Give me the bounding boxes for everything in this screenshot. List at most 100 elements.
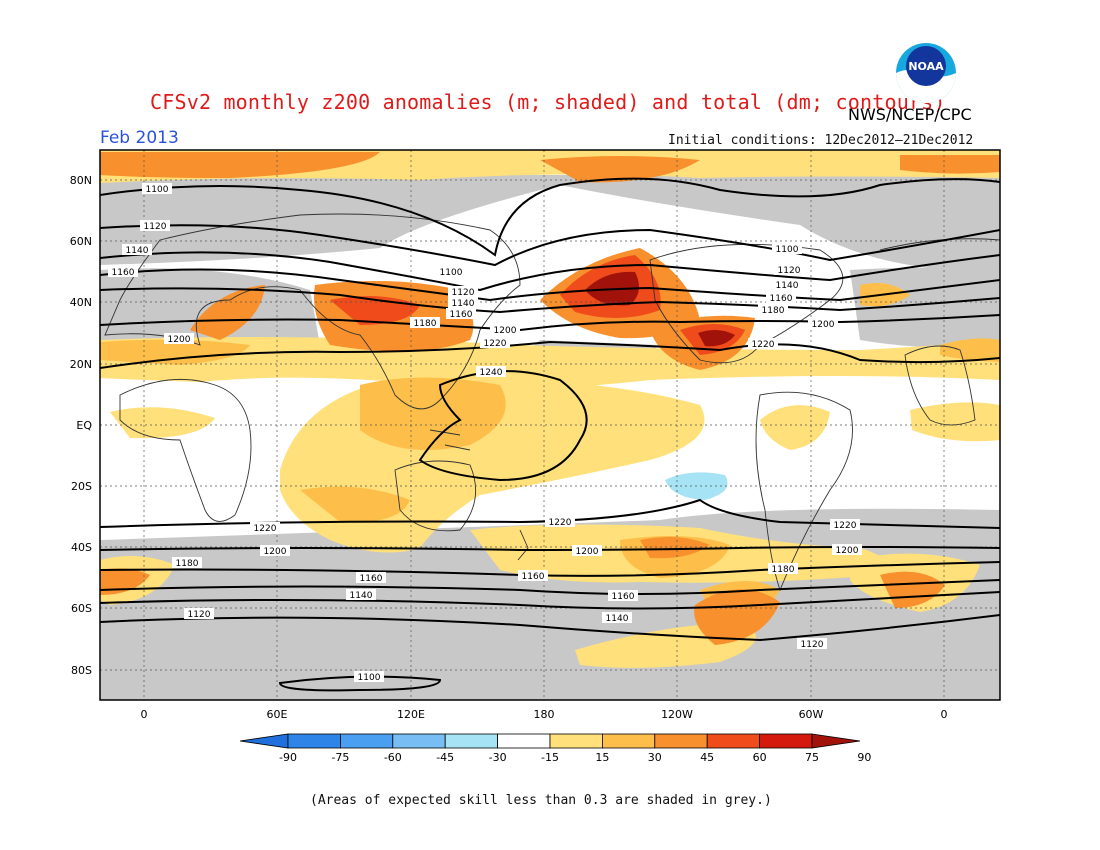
svg-text:1180: 1180 <box>414 319 437 329</box>
svg-text:1200: 1200 <box>836 546 859 556</box>
colorbar-label: 60 <box>753 751 767 764</box>
svg-text:1160: 1160 <box>360 574 383 584</box>
svg-text:1240: 1240 <box>480 368 503 378</box>
lat-tick: 60N <box>70 235 92 248</box>
lat-tick: 80S <box>71 664 92 677</box>
contour-label: 1180 <box>758 304 788 316</box>
contour-label: 1100 <box>436 266 466 278</box>
contour-label: 1200 <box>832 544 862 556</box>
svg-text:1180: 1180 <box>772 565 795 575</box>
contour-label: 1160 <box>446 308 476 320</box>
svg-text:1120: 1120 <box>188 610 211 620</box>
anomaly-shading: 1100 1120 1140 1160 1180 1200 1220 1240 … <box>100 150 1000 700</box>
contour-label: 1100 <box>354 671 384 683</box>
svg-text:1100: 1100 <box>440 268 463 278</box>
colorbar-labels: -90 -75 -60 -45 -30 -15 15 30 45 60 75 90 <box>279 751 871 764</box>
svg-text:1100: 1100 <box>146 185 169 195</box>
colorbar-cell <box>339 733 394 749</box>
footnote: (Areas of expected skill less than 0.3 a… <box>310 793 772 808</box>
colorbar-cell <box>287 733 341 749</box>
gridlines <box>100 150 1000 700</box>
colorbar-label: -90 <box>279 751 297 764</box>
colorbar-cell <box>549 733 603 749</box>
contour-label: 1200 <box>808 318 838 330</box>
lat-tick: 20N <box>70 358 92 371</box>
colorbar-label: -45 <box>436 751 454 764</box>
contour-label: 1220 <box>250 522 280 534</box>
svg-text:1160: 1160 <box>612 592 635 602</box>
map-frame <box>99 149 1001 701</box>
contour-label: 1160 <box>766 292 796 304</box>
svg-text:1200: 1200 <box>264 547 287 557</box>
contour-labels: 1100 1120 1140 1160 1180 1200 1220 1240 … <box>108 183 862 683</box>
contour-label: 1140 <box>122 244 152 256</box>
colorbar-label: -60 <box>384 751 402 764</box>
contour-label: 1160 <box>356 572 386 584</box>
contour-label: 1200 <box>572 545 602 557</box>
svg-text:1220: 1220 <box>254 524 277 534</box>
lat-tick: 40S <box>71 541 92 554</box>
lon-tick: 120E <box>397 708 425 721</box>
contour-label: 1140 <box>346 589 376 601</box>
svg-text:1220: 1220 <box>549 518 572 528</box>
svg-text:1140: 1140 <box>606 614 629 624</box>
colorbar-cell <box>392 733 446 749</box>
colorbar-label: -30 <box>489 751 507 764</box>
colorbar-label: 45 <box>700 751 714 764</box>
lon-tick: 0 <box>141 708 148 721</box>
contour-label: 1160 <box>608 590 638 602</box>
lat-tick: EQ <box>76 419 92 432</box>
colorbar-label: -75 <box>331 751 349 764</box>
svg-text:1120: 1120 <box>801 640 824 650</box>
svg-text:1160: 1160 <box>770 294 793 304</box>
contour-label: 1100 <box>772 243 802 255</box>
colorbar-label: 90 <box>857 751 871 764</box>
colorbar-cell <box>239 733 289 749</box>
svg-text:1120: 1120 <box>452 288 475 298</box>
contour-label: 1180 <box>768 563 798 575</box>
svg-text:1200: 1200 <box>494 326 517 336</box>
svg-text:1200: 1200 <box>812 320 835 330</box>
contour-label: 1220 <box>545 516 575 528</box>
noaa-logo: NOAA <box>896 43 956 103</box>
contour-label: 1100 <box>142 183 172 195</box>
svg-text:1220: 1220 <box>484 339 507 349</box>
contour-label: 1120 <box>448 286 478 298</box>
contour-label: 1160 <box>518 570 548 582</box>
lat-tick: 80N <box>70 174 92 187</box>
svg-text:1100: 1100 <box>776 245 799 255</box>
chart-title: CFSv2 monthly z200 anomalies (m; shaded)… <box>150 90 946 114</box>
svg-text:1140: 1140 <box>776 281 799 291</box>
lat-axis: 80N 60N 40N 20N EQ 20S 40S 60S 80S <box>70 174 93 677</box>
lat-tick: 60S <box>71 602 92 615</box>
svg-text:1200: 1200 <box>168 335 191 345</box>
colorbar-cells <box>239 733 861 749</box>
contour-label: 1120 <box>797 638 827 650</box>
svg-text:1140: 1140 <box>452 299 475 309</box>
lon-tick: 60E <box>267 708 288 721</box>
svg-text:1100: 1100 <box>358 673 381 683</box>
svg-text:1140: 1140 <box>126 246 149 256</box>
colorbar-cell <box>497 733 551 749</box>
contour-label: 1220 <box>748 338 778 350</box>
contour-label: 1200 <box>260 545 290 557</box>
svg-text:1200: 1200 <box>576 547 599 557</box>
contour-label: 1200 <box>164 333 194 345</box>
svg-text:1180: 1180 <box>762 306 785 316</box>
colorbar-cell <box>759 733 813 749</box>
lon-tick: 180 <box>534 708 555 721</box>
colorbar-cell <box>444 733 499 749</box>
agency-label: NWS/NCEP/CPC <box>848 105 972 124</box>
initial-conditions: Initial conditions: 12Dec2012–21Dec2012 <box>668 133 974 148</box>
lat-tick: 40N <box>70 296 92 309</box>
lon-axis: 0 60E 120E 180 120W 60W 0 <box>141 708 948 721</box>
contour-label: 1140 <box>448 297 478 309</box>
contour-label: 1180 <box>172 557 202 569</box>
svg-text:1220: 1220 <box>834 521 857 531</box>
svg-text:1180: 1180 <box>176 559 199 569</box>
lon-tick: 0 <box>941 708 948 721</box>
colorbar-cell <box>706 733 761 749</box>
lon-tick: 60W <box>799 708 824 721</box>
